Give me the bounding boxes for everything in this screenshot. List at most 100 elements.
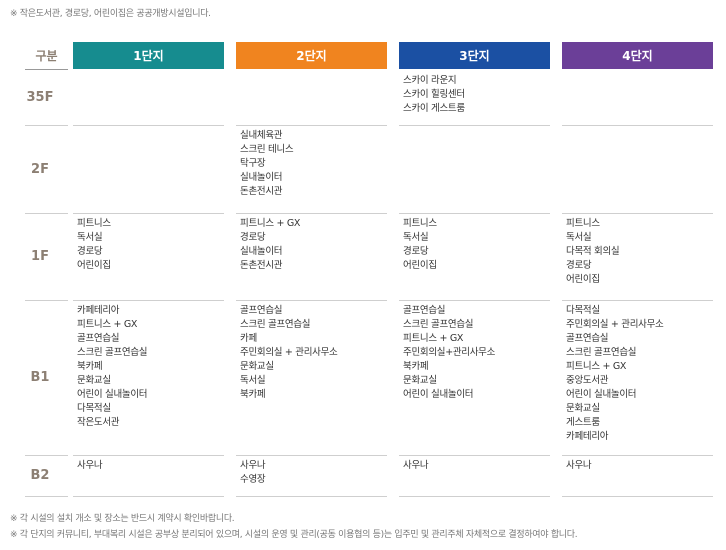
corner-label: 구분 xyxy=(35,49,58,63)
facility: 주민회의실 + 관리사무소 xyxy=(566,319,664,330)
facility: 어린이 실내놀이터 xyxy=(403,389,474,400)
facility: 탁구장 xyxy=(240,158,266,169)
row-line xyxy=(236,213,387,214)
facility: 피트니스 + GX xyxy=(240,218,301,229)
row-line xyxy=(25,455,68,456)
facility: 경로당 xyxy=(77,246,103,257)
facility: 실내놀이터 xyxy=(240,246,283,257)
row-line xyxy=(25,300,68,301)
facility: 스카이 힐링센터 xyxy=(403,89,465,100)
facility: 문화교실 xyxy=(403,375,437,386)
facility: 스크린 골프연습실 xyxy=(77,347,148,358)
row-line xyxy=(399,496,550,497)
facility: 주민회의실+관리사무소 xyxy=(403,347,496,358)
corner-line xyxy=(25,69,68,70)
floor-label: 1F xyxy=(31,249,49,264)
facility: 독서실 xyxy=(240,375,266,386)
facility: 경로당 xyxy=(403,246,429,257)
footnote: ※ 각 시설의 설치 개소 및 장소는 반드시 계약시 확인바랍니다. xyxy=(10,514,235,524)
column-header: 2단지 xyxy=(236,42,387,69)
column-header: 1단지 xyxy=(73,42,224,69)
facility: 스크린 골프연습실 xyxy=(566,347,637,358)
column-header: 4단지 xyxy=(562,42,713,69)
row-line xyxy=(562,213,713,214)
facility: 독서실 xyxy=(403,232,429,243)
facility: 북카페 xyxy=(77,361,103,372)
facility: 골프연습실 xyxy=(403,305,446,316)
facility: 경로당 xyxy=(566,260,592,271)
facility: 카페테리아 xyxy=(77,305,120,316)
facility: 실내체육관 xyxy=(240,130,283,141)
facility: 스카이 게스트룸 xyxy=(403,103,465,114)
column-header: 3단지 xyxy=(399,42,550,69)
floor-label: 35F xyxy=(26,90,54,105)
facility: 중앙도서관 xyxy=(566,375,609,386)
row-line xyxy=(236,496,387,497)
row-line xyxy=(399,455,550,456)
facility: 골프연습실 xyxy=(77,333,120,344)
facility: 문화교실 xyxy=(77,375,111,386)
row-line xyxy=(236,300,387,301)
facility: 스크린 골프연습실 xyxy=(403,319,474,330)
facility: 골프연습실 xyxy=(240,305,283,316)
facility: 다목적실 xyxy=(566,305,600,316)
facility: 사우나 xyxy=(77,460,103,471)
facility: 카페테리아 xyxy=(566,431,609,442)
row-line xyxy=(25,125,68,126)
row-line xyxy=(73,300,224,301)
facility: 스카이 라운지 xyxy=(403,75,457,86)
facility: 주민회의실 + 관리사무소 xyxy=(240,347,338,358)
row-line xyxy=(399,300,550,301)
facility: 게스트룸 xyxy=(566,417,600,428)
facility: 어린이집 xyxy=(566,274,600,285)
row-line xyxy=(399,213,550,214)
facility: 독서실 xyxy=(77,232,103,243)
facility: 사우나 xyxy=(566,460,592,471)
facility: 돈촌전시관 xyxy=(240,186,283,197)
facility: 사우나 xyxy=(403,460,429,471)
row-line xyxy=(562,496,713,497)
facility: 수영장 xyxy=(240,474,266,485)
row-line xyxy=(73,496,224,497)
facility: 골프연습실 xyxy=(566,333,609,344)
facility: 돈촌전시관 xyxy=(240,260,283,271)
row-line xyxy=(399,125,550,126)
row-line xyxy=(73,213,224,214)
footnote: ※ 각 단지의 커뮤니티, 부대복리 시설은 공부상 분리되어 있으며, 시설의… xyxy=(10,530,578,540)
facility: 스크린 테니스 xyxy=(240,144,294,155)
facility: 어린이집 xyxy=(403,260,437,271)
facility: 다목적 회의실 xyxy=(566,246,620,257)
floor-label: B2 xyxy=(30,468,50,483)
facility: 사우나 xyxy=(240,460,266,471)
facility: 문화교실 xyxy=(566,403,600,414)
facility: 어린이집 xyxy=(77,260,111,271)
facility: 어린이 실내놀이터 xyxy=(566,389,637,400)
row-line xyxy=(236,125,387,126)
facility: 피트니스 xyxy=(403,218,437,229)
floor-label: 2F xyxy=(31,161,49,177)
facility: 문화교실 xyxy=(240,361,274,372)
facility: 카페 xyxy=(240,333,257,344)
top-note: ※ 작은도서관, 경로당, 어린이집은 공공개방시설입니다. xyxy=(10,9,211,19)
facility: 어린이 실내놀이터 xyxy=(77,389,148,400)
facility: 피트니스 xyxy=(566,218,600,229)
row-line xyxy=(562,300,713,301)
facility: 피트니스 + GX xyxy=(566,361,627,372)
floor-label: B1 xyxy=(30,370,50,385)
row-line xyxy=(73,125,224,126)
facility: 다목적실 xyxy=(77,403,111,414)
facility: 작은도서관 xyxy=(77,417,120,428)
facility: 피트니스 xyxy=(77,218,111,229)
facility: 경로당 xyxy=(240,232,266,243)
row-line xyxy=(73,455,224,456)
facility: 독서실 xyxy=(566,232,592,243)
facility: 실내놀이터 xyxy=(240,172,283,183)
facility: 피트니스 + GX xyxy=(77,319,138,330)
row-line xyxy=(562,455,713,456)
facility: 피트니스 + GX xyxy=(403,333,464,344)
facility: 북카페 xyxy=(403,361,429,372)
row-line xyxy=(236,455,387,456)
row-line xyxy=(562,125,713,126)
row-line xyxy=(25,213,68,214)
